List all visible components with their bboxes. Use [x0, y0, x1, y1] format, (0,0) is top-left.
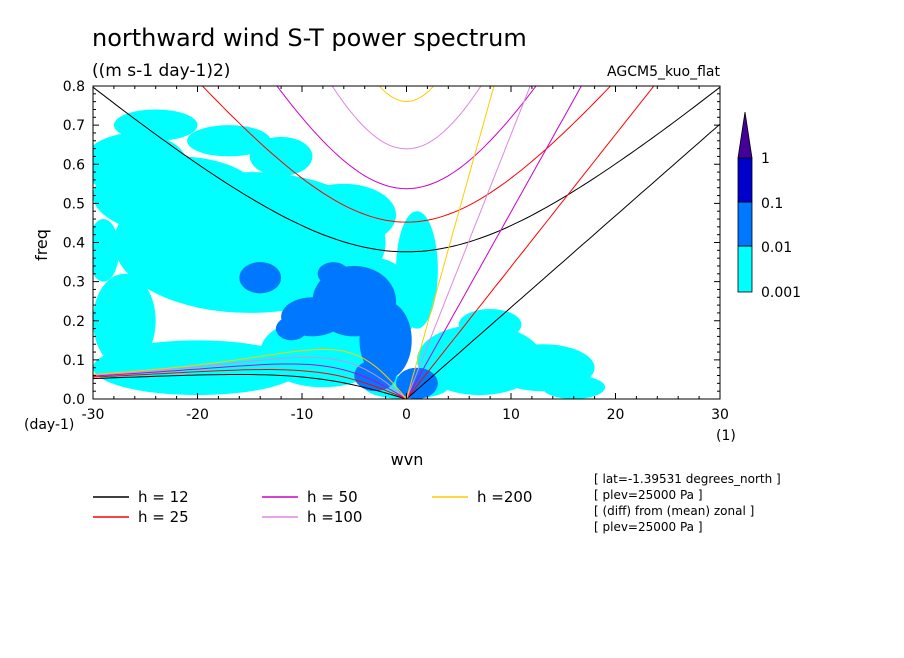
colorbar-label: 1 — [761, 151, 770, 167]
dispersion-curve — [201, 86, 612, 223]
dispersion-curve — [406, 86, 495, 399]
x-tick-label: 30 — [711, 407, 729, 423]
x-tick-label: -30 — [82, 407, 105, 423]
contour-region — [93, 273, 156, 368]
dispersion-curve — [276, 86, 537, 190]
contour-region — [93, 132, 188, 196]
x-tick-label: 0 — [402, 407, 411, 423]
colorbar-label: 0.1 — [761, 196, 783, 212]
dispersion-curve — [93, 363, 407, 399]
dispersion-curve — [93, 374, 407, 399]
x-tick-label: -10 — [291, 407, 314, 423]
contour-region — [239, 262, 282, 294]
x-tick-label: 20 — [607, 407, 625, 423]
dispersion-curve — [406, 86, 531, 399]
y-tick-label: 0.7 — [63, 118, 85, 134]
colorbar: 0.001 0.01 0.1 1 — [737, 111, 801, 301]
legend-label: h = 12 — [138, 488, 189, 506]
info-line: [ plev=25000 Pa ] — [594, 520, 703, 534]
legend-label: h = 50 — [307, 488, 358, 506]
legend-label: h =200 — [477, 488, 532, 506]
y-tick-label: 0.6 — [63, 157, 85, 173]
info-line: [ (diff) from (mean) zonal ] — [594, 504, 754, 518]
dispersion-curve — [93, 348, 407, 399]
dispersion-curves — [93, 86, 720, 399]
colorbar-segment — [737, 201, 753, 247]
colorbar-segment — [737, 245, 753, 293]
contour-region — [396, 367, 438, 399]
contour-region — [458, 309, 522, 341]
contour-region — [113, 109, 198, 141]
contour-region — [93, 219, 120, 282]
legend-label: h = 25 — [138, 508, 189, 526]
info-block: [ lat=-1.39531 degrees_north ] [ plev=25… — [594, 472, 781, 534]
y-tick-label: 0.8 — [63, 79, 85, 95]
dispersion-curve — [331, 86, 482, 150]
contour-region — [359, 301, 412, 380]
dispersion-curve — [406, 86, 582, 399]
x-tick-label: 10 — [502, 407, 520, 423]
colorbar-label: 0.01 — [761, 240, 792, 256]
info-line: [ plev=25000 Pa ] — [594, 488, 703, 502]
y-tick-label: 0.5 — [63, 196, 85, 212]
units-label: ((m s-1 day-1)2) — [92, 61, 230, 81]
info-line: [ lat=-1.39531 degrees_north ] — [594, 472, 781, 486]
contour-region — [291, 183, 397, 247]
y-tick-label: 0.1 — [63, 353, 85, 369]
legend-label: h =100 — [307, 508, 362, 526]
y-tick-label: 0.4 — [63, 236, 85, 252]
model-label: AGCM5_kuo_flat — [607, 64, 720, 80]
y-tick-label: 0.2 — [63, 314, 85, 330]
colorbar-segment — [737, 157, 753, 203]
x-axis-label: wvn — [391, 450, 424, 469]
chart-title: northward wind S-T power spectrum — [92, 24, 527, 52]
dispersion-curve — [93, 86, 720, 253]
y-tick-label: 0.3 — [63, 275, 85, 291]
contour-region — [93, 340, 302, 396]
x-unit-label: (1) — [716, 428, 736, 444]
dispersion-curve — [93, 369, 407, 399]
axes: 0.0 0.1 0.2 0.3 0.4 0.5 0.6 0.7 0.8 -30 -20 -10 0 10 2… — [63, 79, 729, 423]
colorbar-label: 0.001 — [761, 285, 801, 301]
y-unit-label: (day-1) — [24, 417, 74, 433]
contour-region — [275, 316, 308, 341]
dispersion-curve — [406, 123, 720, 399]
contour-region — [317, 262, 350, 286]
dispersion-curve — [93, 356, 407, 399]
x-tick-label: -20 — [186, 407, 209, 423]
y-tick-label: 0.0 — [63, 392, 85, 408]
dispersion-curve — [406, 86, 655, 399]
y-axis-label: freq — [32, 229, 51, 261]
legend: h = 12 h = 25 h = 50 h =100 h =200 — [93, 488, 532, 526]
contour-region — [542, 375, 606, 399]
dispersion-curve — [378, 86, 435, 103]
colorbar-arrow — [737, 111, 753, 159]
